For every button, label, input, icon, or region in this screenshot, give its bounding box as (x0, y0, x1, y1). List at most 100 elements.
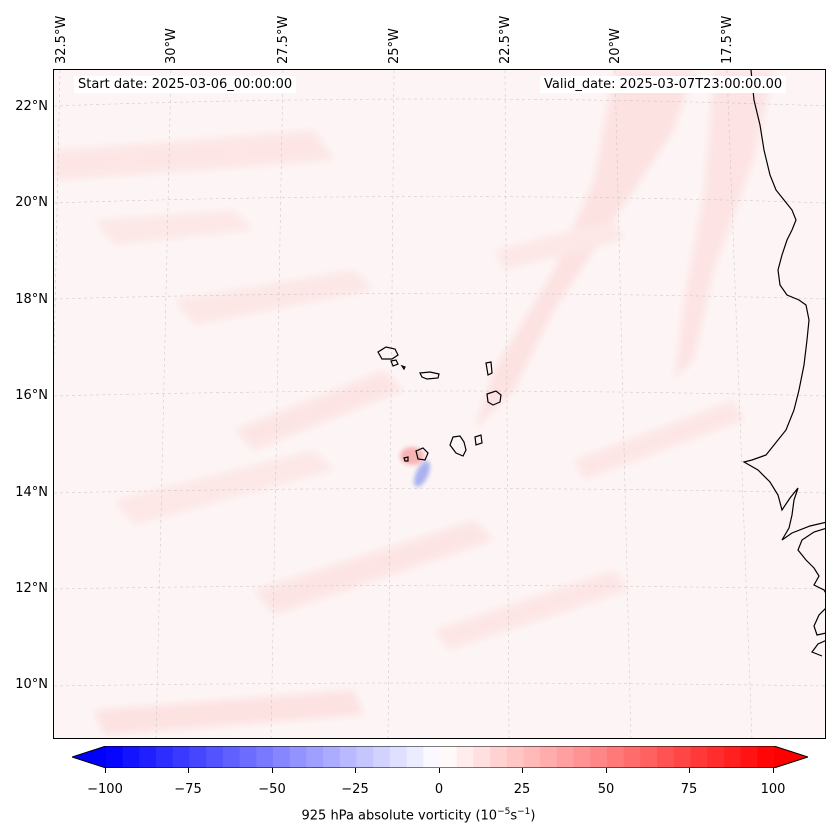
island-sao-nicolau (419, 371, 440, 380)
colorbar-level (556, 746, 575, 768)
colorbar-level (506, 746, 524, 768)
colorbar-tick: 0 (434, 782, 444, 797)
vorticity-band (234, 370, 404, 450)
lon-label-20w: 20°W (608, 28, 623, 64)
colorbar-level (206, 746, 224, 768)
colorbar-level (707, 746, 725, 768)
colorbar-level (607, 746, 625, 768)
graticule (54, 70, 825, 738)
colorbar-tickmark (522, 768, 523, 773)
colorbar-level (389, 746, 408, 768)
island-boa-vista (486, 390, 502, 406)
lon-label-32-5w: 32.5°W (54, 15, 69, 64)
colorbar-level (106, 746, 124, 768)
island-brava (403, 456, 409, 462)
lat-label-10n: 10°N (15, 677, 48, 692)
colorbar-level (323, 746, 341, 768)
colorbar-tick: −25 (341, 782, 369, 797)
colorbar (70, 745, 810, 769)
colorbar-tickmark (188, 768, 189, 773)
colorbar-level (673, 746, 691, 768)
colorbar-tickmark (105, 768, 106, 773)
colorbar-level (239, 746, 257, 768)
colorbar-tick: 75 (680, 782, 698, 797)
colorbar-level (623, 746, 641, 768)
colorbar-level (723, 746, 742, 768)
colorbar-level (523, 746, 541, 768)
lon-label-17-5w: 17.5°W (720, 15, 735, 64)
colorbar-level (473, 746, 491, 768)
colorbar-level (256, 746, 274, 768)
island-santiago (449, 435, 467, 457)
colorbar-tick: −75 (174, 782, 202, 797)
valid-date-label: Valid_date: 2025-03-07T23:00:00.00 (540, 76, 787, 93)
island-santa-luzia (400, 364, 406, 371)
lon-label-25w: 25°W (387, 28, 402, 64)
lat-label-18n: 18°N (15, 292, 48, 307)
island-fogo (415, 447, 429, 461)
lat-label-22n: 22°N (15, 99, 48, 114)
colorbar-level (490, 746, 508, 768)
vorticity-band (674, 70, 774, 380)
colorbar-level (657, 746, 675, 768)
island-maio (474, 434, 483, 446)
colorbar-level (172, 746, 190, 768)
vorticity-band (114, 450, 334, 525)
lat-label-12n: 12°N (15, 581, 48, 596)
colorbar-tick: 100 (760, 782, 786, 797)
lon-label-22-5w: 22.5°W (498, 15, 513, 64)
colorbar-tick: −50 (258, 782, 286, 797)
island-santo-antao (377, 346, 399, 360)
colorbar-level (757, 746, 775, 768)
colorbar-label: 925 hPa absolute vorticity (10−5s−1) (301, 807, 536, 824)
lat-label-16n: 16°N (15, 388, 48, 403)
colorbar-tickmark (355, 768, 356, 773)
vorticity-band (54, 130, 334, 180)
colorbar-level (640, 746, 658, 768)
vorticity-band (254, 520, 494, 615)
vorticity-field (54, 70, 774, 735)
colorbar-tickmark (689, 768, 690, 773)
vorticity-band (174, 270, 374, 325)
colorbar-level (540, 746, 558, 768)
island-sao-vicente (390, 359, 399, 367)
colorbar-tickmark (439, 768, 440, 773)
colorbar-tickmark (773, 768, 774, 773)
vorticity-band (94, 690, 364, 735)
colorbar-level (356, 746, 374, 768)
colorbar-level (690, 746, 708, 768)
vorticity-band (494, 220, 624, 270)
colorbar-level (456, 746, 474, 768)
lon-label-27-5w: 27.5°W (276, 15, 291, 64)
vorticity-map (54, 70, 825, 738)
colorbar-level (423, 746, 441, 768)
colorbar-level (440, 746, 458, 768)
colorbar-tick: 50 (597, 782, 615, 797)
colorbar-level (289, 746, 307, 768)
colorbar-svg (70, 745, 810, 769)
colorbar-level (222, 746, 241, 768)
african-coastline (742, 70, 825, 657)
colorbar-extend-min (72, 746, 106, 768)
lat-label-20n: 20°N (15, 195, 48, 210)
colorbar-tick: 25 (513, 782, 531, 797)
start-date-label: Start date: 2025-03-06_00:00:00 (74, 76, 297, 93)
colorbar-level (122, 746, 140, 768)
colorbar-level (139, 746, 157, 768)
colorbar-level (189, 746, 207, 768)
vorticity-band (94, 210, 254, 245)
colorbar-level (306, 746, 324, 768)
colorbar-tick: −100 (87, 782, 123, 797)
colorbar-level (273, 746, 291, 768)
colorbar-level (573, 746, 591, 768)
colorbar-tickmark (606, 768, 607, 773)
map-panel (53, 69, 826, 739)
colorbar-level (339, 746, 357, 768)
island-sal (485, 361, 493, 376)
colorbar-extend-max (774, 746, 808, 768)
colorbar-level (406, 746, 424, 768)
colorbar-level (156, 746, 174, 768)
colorbar-level (373, 746, 391, 768)
lat-label-14n: 14°N (15, 485, 48, 500)
lon-label-30w: 30°W (164, 28, 179, 64)
